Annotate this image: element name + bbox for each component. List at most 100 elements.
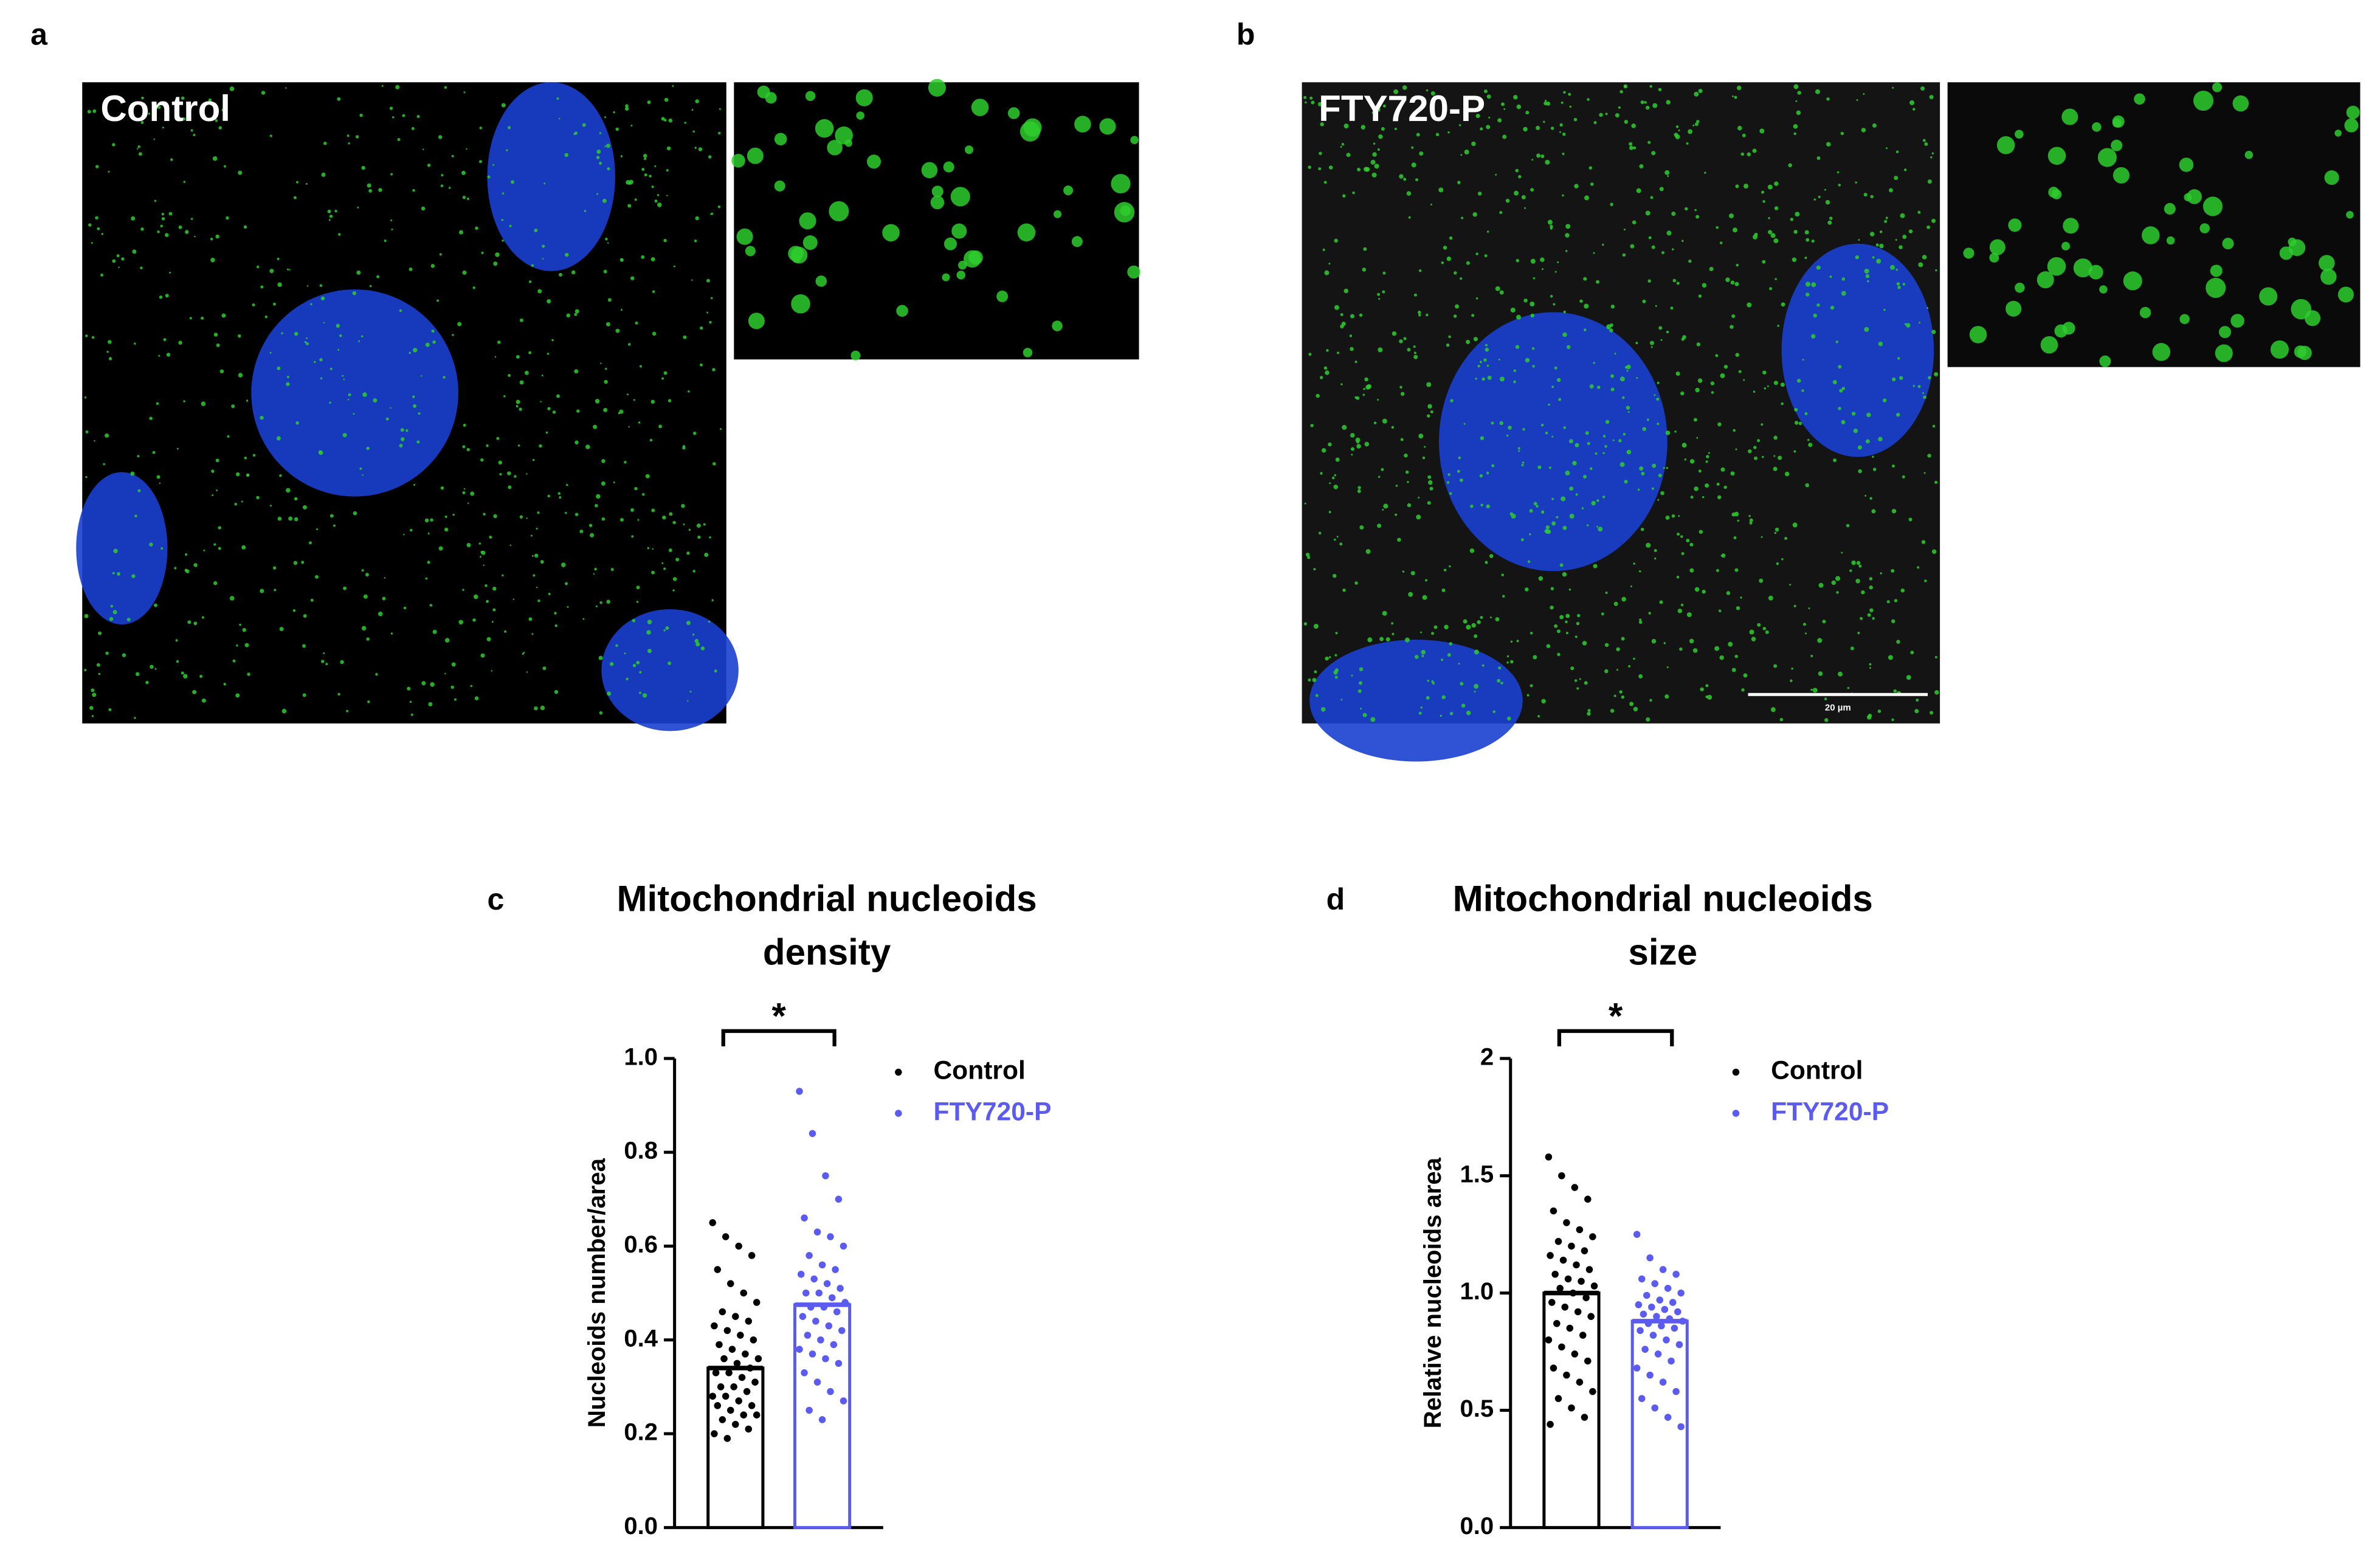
puncta xyxy=(835,126,853,145)
puncta xyxy=(2346,105,2360,119)
puncta xyxy=(1736,85,1742,91)
data-point xyxy=(1648,1303,1655,1311)
puncta xyxy=(1908,229,1913,233)
puncta xyxy=(1540,510,1545,514)
puncta xyxy=(1421,654,1424,657)
puncta xyxy=(1793,132,1796,136)
puncta xyxy=(1900,213,1905,218)
data-point xyxy=(1584,1195,1592,1203)
puncta xyxy=(1497,118,1502,123)
puncta xyxy=(1791,667,1793,670)
data-point xyxy=(722,1233,730,1240)
puncta xyxy=(1714,646,1720,651)
puncta xyxy=(440,184,444,187)
puncta xyxy=(695,99,699,103)
puncta xyxy=(1792,257,1797,262)
puncta xyxy=(712,368,716,371)
puncta xyxy=(662,515,666,520)
data-point xyxy=(796,1088,803,1095)
puncta xyxy=(339,334,342,337)
puncta xyxy=(565,511,567,514)
puncta xyxy=(661,377,664,380)
puncta xyxy=(1480,615,1483,619)
puncta xyxy=(951,223,967,239)
puncta xyxy=(496,437,500,440)
puncta xyxy=(1934,655,1937,658)
puncta xyxy=(636,601,639,603)
puncta xyxy=(1805,282,1810,287)
puncta xyxy=(1778,455,1782,460)
puncta xyxy=(425,342,430,347)
puncta xyxy=(1765,630,1769,634)
puncta xyxy=(192,689,197,694)
puncta xyxy=(1798,421,1802,426)
puncta xyxy=(1816,265,1821,270)
puncta xyxy=(1793,450,1796,453)
puncta xyxy=(1869,232,1875,237)
data-point xyxy=(1651,1404,1658,1412)
puncta xyxy=(695,216,699,221)
puncta xyxy=(1806,238,1810,242)
puncta xyxy=(714,669,717,673)
puncta xyxy=(1474,690,1476,693)
puncta xyxy=(1849,569,1852,572)
puncta xyxy=(537,599,540,603)
puncta xyxy=(1922,392,1925,395)
puncta xyxy=(1677,532,1680,536)
puncta xyxy=(1902,283,1906,286)
puncta xyxy=(921,162,938,179)
puncta xyxy=(1680,391,1685,396)
puncta xyxy=(1536,505,1539,508)
puncta xyxy=(187,620,191,624)
puncta xyxy=(478,542,481,545)
puncta xyxy=(1748,514,1751,517)
puncta xyxy=(658,424,663,429)
data-point xyxy=(1548,1299,1556,1306)
puncta xyxy=(709,320,712,324)
puncta xyxy=(448,187,451,189)
puncta xyxy=(1510,660,1514,664)
puncta xyxy=(1489,554,1494,558)
puncta xyxy=(304,340,307,344)
puncta xyxy=(1399,339,1403,344)
puncta xyxy=(1392,632,1395,635)
puncta xyxy=(486,600,489,603)
puncta xyxy=(573,133,576,135)
puncta xyxy=(1551,497,1554,500)
puncta xyxy=(1408,592,1413,597)
puncta xyxy=(566,483,568,486)
puncta xyxy=(1530,258,1536,264)
puncta xyxy=(1402,85,1407,90)
puncta xyxy=(1395,513,1398,516)
puncta xyxy=(640,365,643,368)
puncta xyxy=(1601,612,1604,616)
data-point xyxy=(1638,1395,1646,1402)
puncta xyxy=(162,126,164,129)
puncta xyxy=(1581,507,1584,510)
data-point xyxy=(1649,1332,1657,1339)
puncta xyxy=(475,226,478,230)
puncta xyxy=(686,620,691,626)
puncta xyxy=(1541,699,1546,704)
puncta xyxy=(321,172,326,177)
puncta xyxy=(2212,82,2223,92)
puncta xyxy=(306,285,309,287)
puncta xyxy=(626,393,629,396)
puncta xyxy=(1702,496,1705,499)
puncta xyxy=(1616,647,1620,652)
puncta xyxy=(1689,568,1694,573)
puncta xyxy=(1880,572,1882,575)
puncta xyxy=(210,237,213,241)
puncta xyxy=(2244,151,2254,159)
puncta xyxy=(2113,167,2130,184)
puncta xyxy=(537,289,542,294)
puncta xyxy=(668,118,673,123)
puncta xyxy=(430,518,433,522)
puncta xyxy=(463,488,466,490)
data-point xyxy=(753,1411,761,1419)
puncta xyxy=(1740,596,1742,599)
puncta xyxy=(1615,113,1619,118)
puncta xyxy=(1404,453,1408,458)
puncta xyxy=(436,299,440,302)
puncta xyxy=(1723,364,1728,369)
